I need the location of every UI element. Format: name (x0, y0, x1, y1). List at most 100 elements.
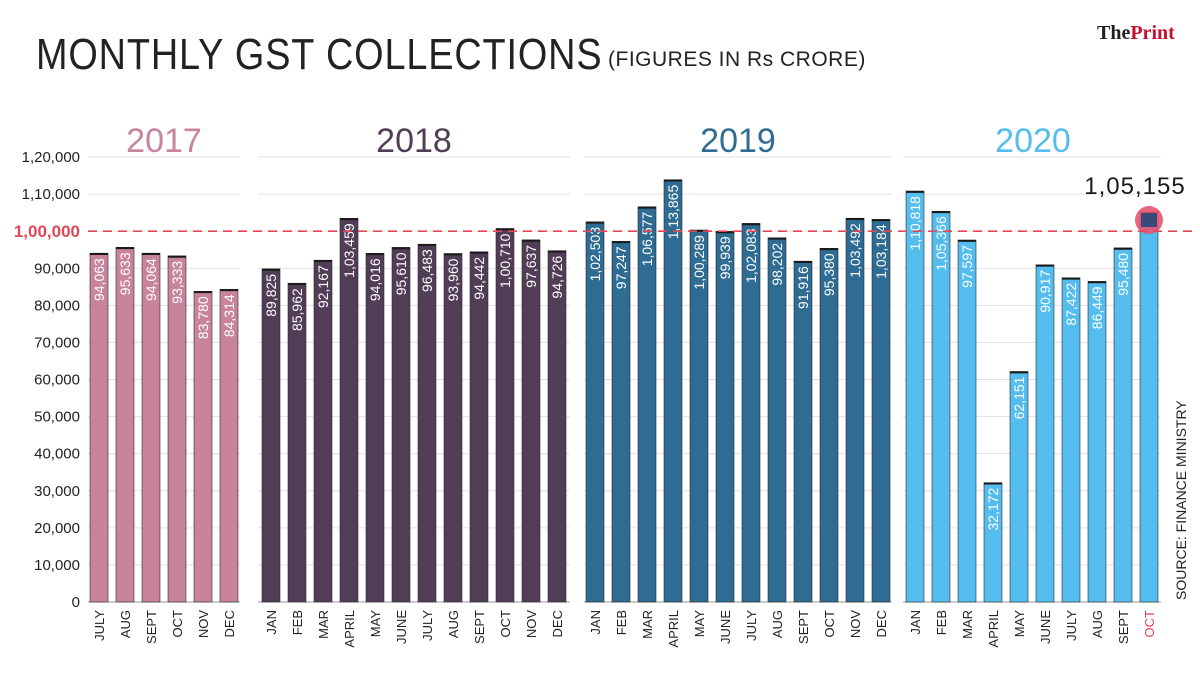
bar (365, 253, 385, 603)
data-label: 1,03,184 (873, 224, 889, 279)
x-tick-label: SEPT (796, 610, 811, 644)
x-tick-label: MAY (692, 610, 707, 638)
data-label: 97,247 (613, 246, 629, 289)
y-tick-label: 0 (72, 594, 80, 611)
data-label: 94,064 (143, 258, 159, 301)
x-tick-label: JULY (92, 610, 107, 641)
year-label: 2020 (995, 122, 1071, 160)
x-tick-label: AUG (446, 610, 461, 638)
bar (905, 190, 925, 603)
x-tick-label: JAN (588, 610, 603, 635)
data-label: 85,962 (289, 288, 305, 331)
data-label: 93,960 (445, 258, 461, 301)
data-label: 1,03,459 (341, 223, 357, 278)
data-label: 1,10,818 (907, 196, 923, 251)
y-tick-label: 1,20,000 (22, 149, 80, 166)
bar (793, 260, 813, 603)
x-tick-label: SEPT (144, 610, 159, 644)
data-label: 1,02,083 (743, 228, 759, 283)
x-tick-label: DEC (550, 610, 565, 637)
bar (767, 237, 787, 603)
y-tick-label: 30,000 (34, 483, 80, 500)
y-tick-label: 40,000 (34, 446, 80, 463)
data-label: 1,05,366 (933, 216, 949, 271)
data-label: 1,06,577 (639, 212, 655, 267)
bar (663, 179, 683, 603)
bar (167, 255, 187, 603)
data-label: 94,016 (367, 258, 383, 301)
bar (417, 243, 437, 603)
y-tick-label: 20,000 (34, 520, 80, 537)
x-tick-label: JUNE (394, 610, 409, 644)
brand-logo: ThePrint (1097, 22, 1175, 45)
data-label: 86,449 (1089, 286, 1105, 329)
data-label: 96,483 (419, 249, 435, 292)
year-label: 2018 (376, 122, 452, 160)
x-tick-label: FEB (934, 610, 949, 635)
bar (115, 247, 135, 603)
data-label: 97,637 (523, 245, 539, 288)
data-label: 1,00,289 (691, 235, 707, 290)
x-tick-label: MAR (640, 610, 655, 639)
x-tick-label: OCT (1142, 610, 1157, 638)
data-label: 84,314 (221, 294, 237, 337)
bar (1035, 264, 1055, 603)
x-tick-label: JULY (744, 610, 759, 641)
x-tick-label: JAN (264, 610, 279, 635)
x-tick-label: SEPT (1116, 610, 1131, 644)
bar (1139, 211, 1159, 603)
data-label: 32,172 (985, 487, 1001, 530)
y-tick-label: 80,000 (34, 297, 80, 314)
data-label: 92,167 (315, 265, 331, 308)
data-label: 93,333 (169, 261, 185, 304)
data-label: 94,063 (91, 258, 107, 301)
data-label: 62,151 (1011, 376, 1027, 419)
data-label: 99,939 (717, 236, 733, 279)
data-label: 1,00,710 (497, 233, 513, 288)
data-label: 94,726 (549, 256, 565, 299)
x-tick-label: MAR (960, 610, 975, 639)
x-tick-label: FEB (290, 610, 305, 635)
data-label: 95,610 (393, 252, 409, 295)
bar (469, 251, 489, 603)
data-label: 98,202 (769, 243, 785, 286)
y-tick-label: 1,10,000 (22, 186, 80, 203)
x-tick-label: OCT (498, 610, 513, 638)
x-tick-label: FEB (614, 610, 629, 635)
x-tick-label: OCT (170, 610, 185, 638)
chart-subtitle: (FIGURES IN Rs CRORE) (608, 48, 866, 71)
brand-logo-the: The (1097, 22, 1131, 44)
x-tick-label: JUNE (1038, 610, 1053, 644)
data-label: 95,480 (1115, 253, 1131, 296)
data-label: 97,597 (959, 245, 975, 288)
bar (261, 268, 281, 603)
y-tick-label: 50,000 (34, 409, 80, 426)
x-tick-label: APRIL (986, 610, 1001, 648)
y-tick-label: 10,000 (34, 557, 80, 574)
x-tick-label: APRIL (342, 610, 357, 648)
bar (521, 239, 541, 603)
y-tick-label: 60,000 (34, 372, 80, 389)
chart-title: MONTHLY GST COLLECTIONS (36, 30, 603, 79)
brand-logo-print: Print (1130, 22, 1175, 44)
data-label: 1,03,492 (847, 223, 863, 278)
x-tick-label: JULY (1064, 610, 1079, 641)
bar (313, 259, 333, 603)
data-label: 95,633 (117, 252, 133, 295)
y-tick-label: 70,000 (34, 334, 80, 351)
bar (391, 247, 411, 603)
x-tick-label: DEC (222, 610, 237, 637)
x-tick-label: JULY (420, 610, 435, 641)
y-tick-label: 90,000 (34, 260, 80, 277)
data-label: 83,780 (195, 296, 211, 339)
x-tick-label: SEPT (472, 610, 487, 644)
x-tick-label: MAR (316, 610, 331, 639)
data-label: 1,13,865 (665, 185, 681, 240)
data-label: 87,422 (1063, 283, 1079, 326)
x-tick-label: OCT (822, 610, 837, 638)
bar (547, 250, 567, 603)
bar (957, 239, 977, 603)
reference-line-label: 1,00,000 (14, 222, 80, 241)
data-label: 1,02,503 (587, 227, 603, 282)
